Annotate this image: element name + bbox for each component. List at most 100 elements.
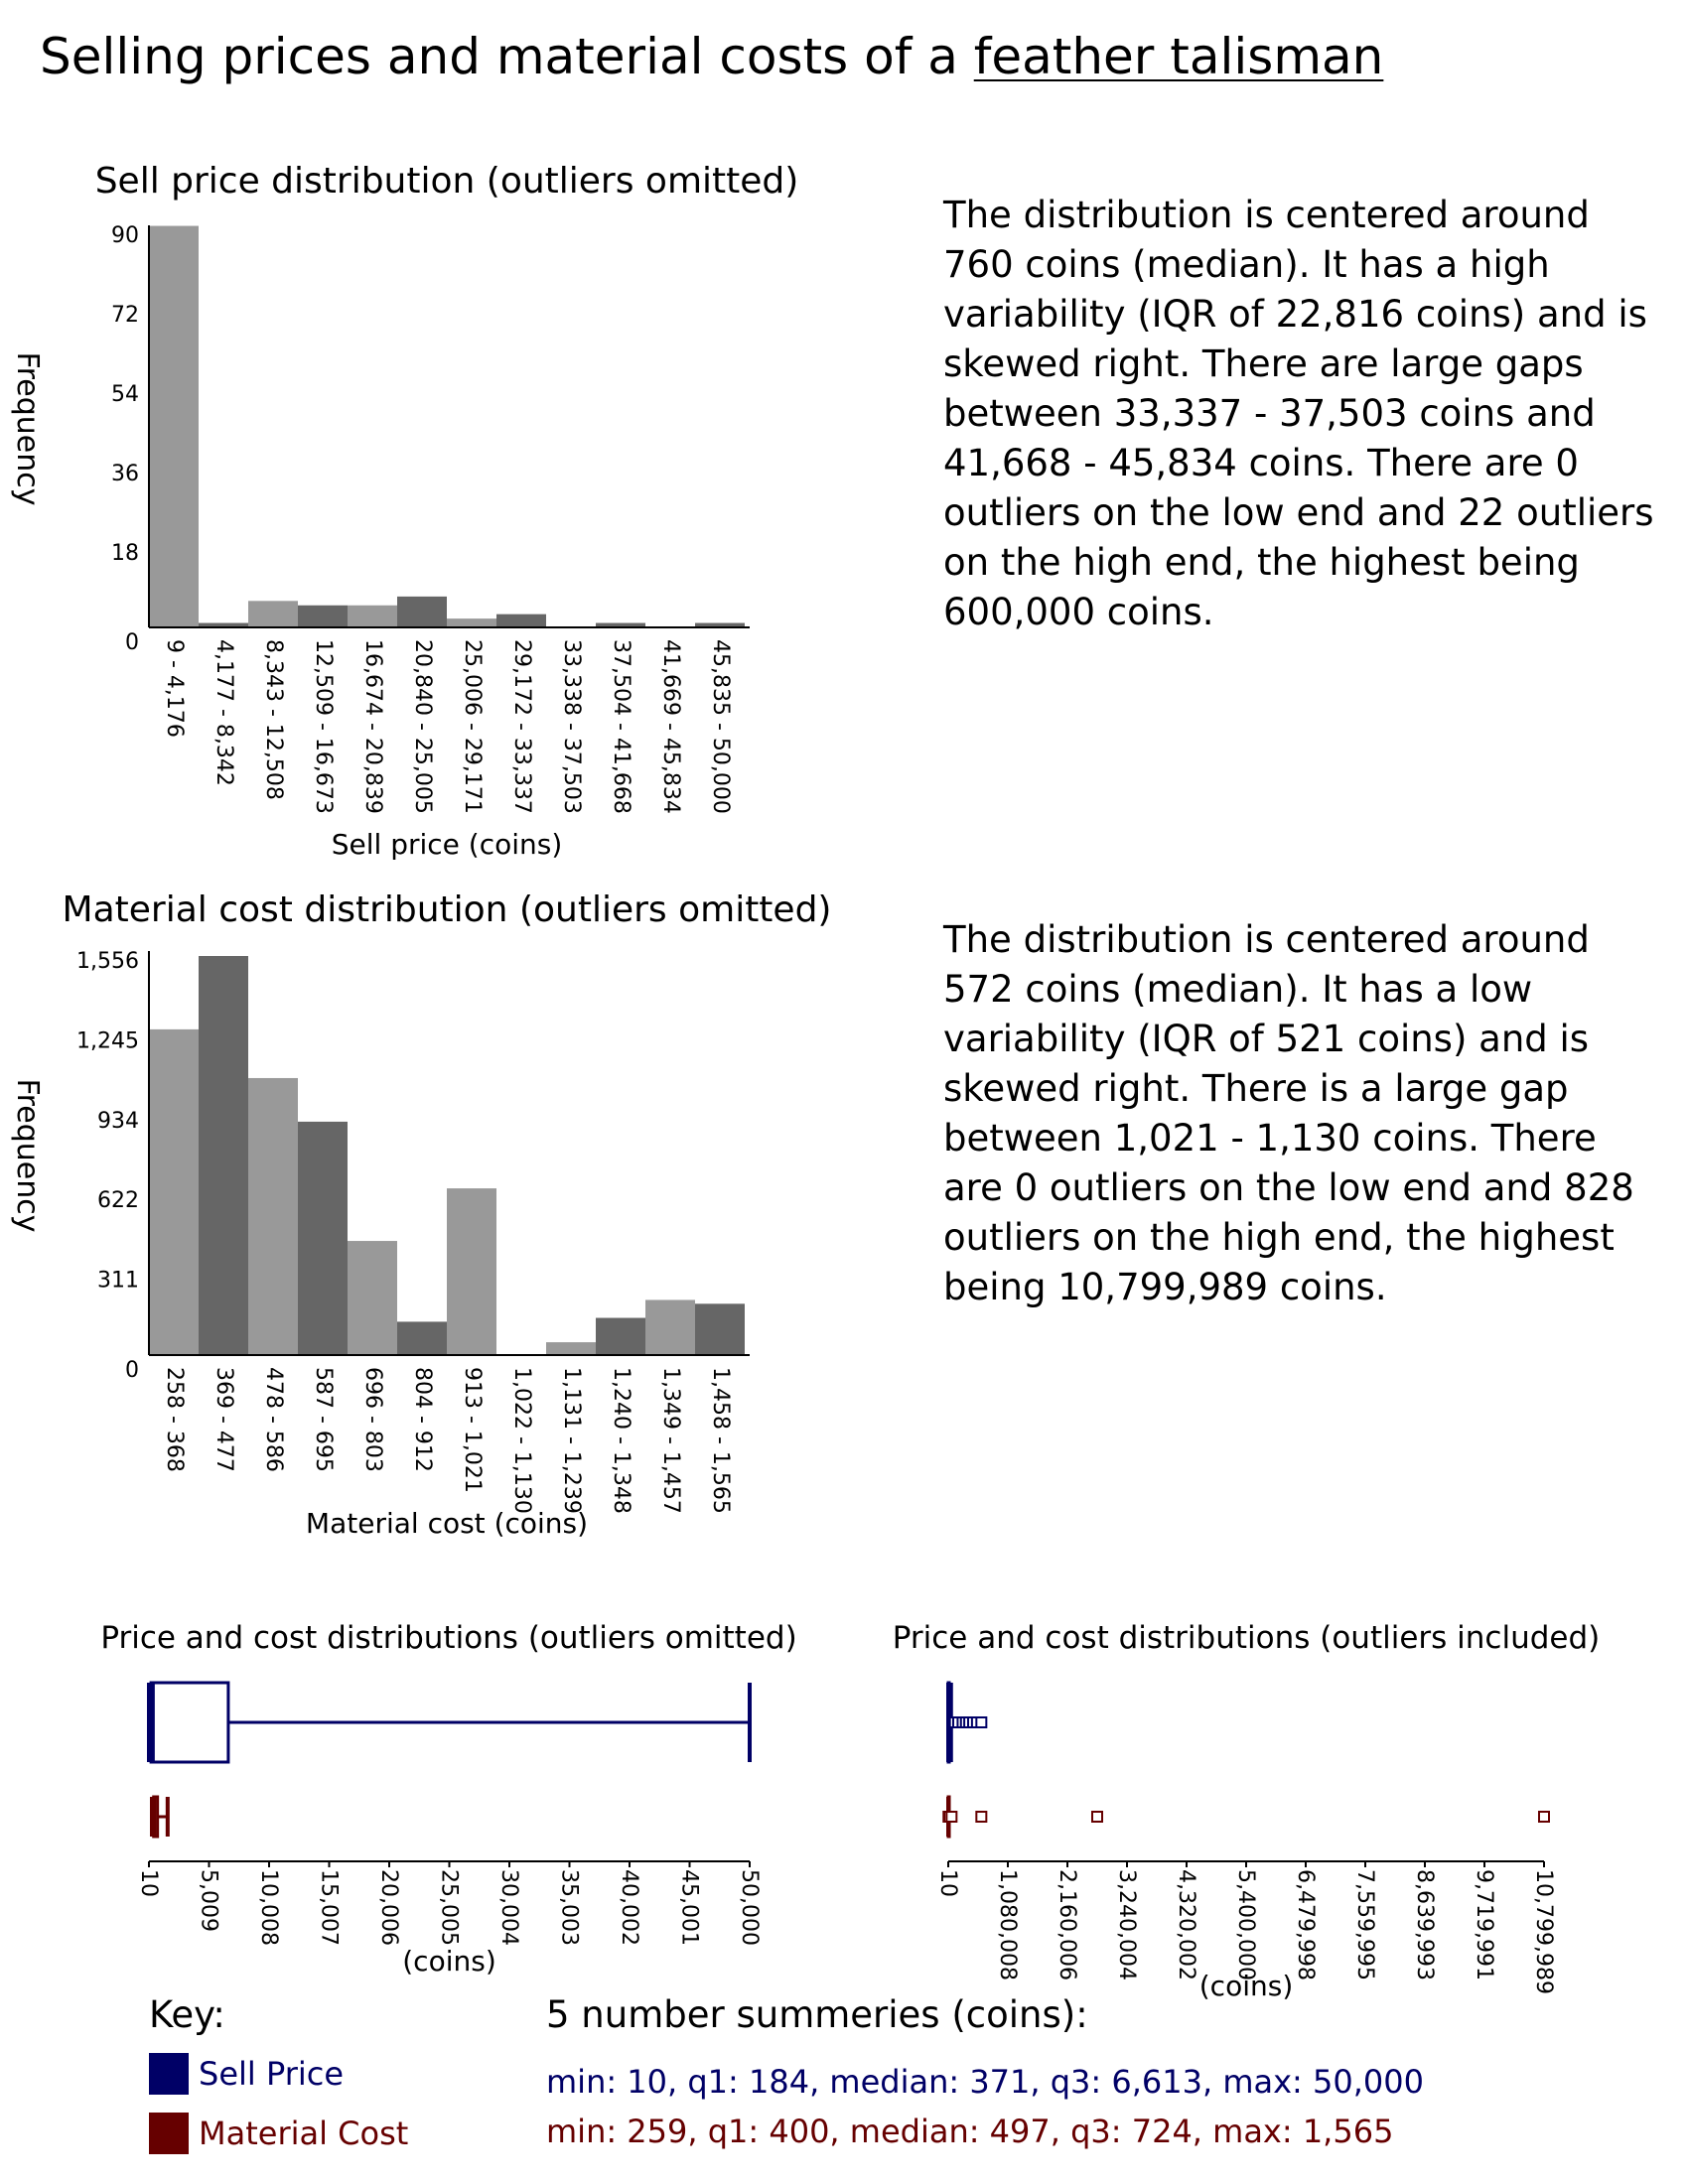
outlier-point bbox=[945, 1811, 958, 1823]
boxplot-tick-label: 10 bbox=[136, 1869, 161, 1897]
key-title: Key: bbox=[149, 1993, 225, 2036]
x-tick-label: 913 - 1,021 bbox=[460, 1367, 485, 1493]
x-tick-label: 37,504 - 41,668 bbox=[609, 639, 633, 814]
title-prefix: Selling prices and material costs of a bbox=[40, 28, 974, 85]
x-tick-label: 1,240 - 1,348 bbox=[609, 1367, 633, 1514]
x-tick-label: 29,172 - 33,337 bbox=[509, 639, 534, 814]
boxplot-tick-label: 20,006 bbox=[376, 1869, 401, 1946]
key-sell-price: Sell Price bbox=[149, 2053, 344, 2095]
histogram-bar bbox=[298, 1121, 348, 1355]
boxplot-tick-label: 45,001 bbox=[677, 1869, 702, 1946]
boxplot-tick-label: 5,009 bbox=[197, 1869, 221, 1932]
histogram-bar bbox=[695, 622, 745, 627]
x-tick-label: 804 - 912 bbox=[410, 1367, 435, 1472]
material-description: The distribution is centered around 572 … bbox=[943, 918, 1634, 1308]
boxplot-tick-label: 1,080,008 bbox=[995, 1869, 1020, 1980]
x-tick-label: 41,669 - 45,834 bbox=[658, 639, 683, 814]
y-tick-label: 0 bbox=[125, 1358, 139, 1383]
y-tick-label: 934 bbox=[97, 1109, 139, 1134]
histogram-bar bbox=[149, 225, 199, 628]
y-tick-label: 90 bbox=[111, 223, 139, 248]
y-tick-label: 311 bbox=[97, 1269, 139, 1294]
histogram-bar bbox=[348, 1241, 397, 1355]
boxplot-tick-label: 6,479,998 bbox=[1293, 1869, 1318, 1980]
boxplot-tick-label: 10,008 bbox=[256, 1869, 281, 1946]
boxplot-x-label: (coins) bbox=[402, 1945, 496, 1978]
boxplot-tick-label: 10 bbox=[935, 1869, 960, 1897]
histogram-bar bbox=[298, 605, 348, 627]
boxplot-tick-label: 25,005 bbox=[437, 1869, 462, 1946]
x-tick-label: 478 - 586 bbox=[261, 1367, 286, 1472]
boxplot-tick-label: 10,799,989 bbox=[1531, 1869, 1556, 1994]
x-tick-label: 16,674 - 20,839 bbox=[360, 639, 385, 814]
x-axis-label: Material cost (coins) bbox=[306, 1507, 588, 1540]
histogram-title: Sell price distribution (outliers omitte… bbox=[95, 161, 799, 202]
boxplot-tick-label: 15,007 bbox=[317, 1869, 342, 1946]
histogram-bar bbox=[496, 614, 546, 627]
key-sell-label: Sell Price bbox=[199, 2055, 345, 2093]
y-axis-label: Frequency bbox=[10, 352, 45, 506]
key-material-cost: Material Cost bbox=[149, 2113, 408, 2154]
histogram-bar bbox=[447, 1188, 496, 1355]
y-tick-label: 1,556 bbox=[76, 949, 139, 974]
boxplot-tick-label: 2,160,006 bbox=[1055, 1869, 1079, 1980]
boxplot-tick-label: 9,719,991 bbox=[1472, 1869, 1496, 1980]
histogram-bar bbox=[248, 1077, 298, 1355]
boxplot-tick-label: 35,003 bbox=[557, 1869, 582, 1946]
boxplot-tick-label: 50,000 bbox=[737, 1869, 762, 1946]
y-tick-label: 0 bbox=[125, 630, 139, 655]
material-summary: min: 259, q1: 400, median: 497, q3: 724,… bbox=[546, 2113, 1394, 2150]
outlier-point bbox=[975, 1811, 988, 1823]
y-axis-label: Frequency bbox=[10, 1079, 45, 1233]
box-iqr bbox=[149, 1681, 230, 1764]
x-tick-label: 369 - 477 bbox=[211, 1367, 236, 1472]
x-tick-label: 12,509 - 16,673 bbox=[311, 639, 336, 814]
boxplot-tick-label: 4,320,002 bbox=[1174, 1869, 1198, 1980]
boxplot-tick-label: 5,400,000 bbox=[1233, 1869, 1258, 1980]
x-tick-label: 33,338 - 37,503 bbox=[559, 639, 584, 814]
summaries-title: 5 number summeries (coins): bbox=[546, 1993, 1088, 2036]
x-tick-label: 258 - 368 bbox=[162, 1367, 187, 1472]
boxplot-tick-label: 3,240,004 bbox=[1114, 1869, 1139, 1980]
histogram-bar bbox=[596, 1317, 645, 1355]
y-tick-label: 18 bbox=[111, 541, 139, 566]
outlier-point bbox=[975, 1716, 988, 1728]
x-axis-label: Sell price (coins) bbox=[332, 828, 563, 861]
x-tick-label: 1,131 - 1,239 bbox=[559, 1367, 584, 1514]
x-tick-label: 4,177 - 8,342 bbox=[211, 639, 236, 786]
y-tick-label: 72 bbox=[111, 303, 139, 328]
outlier-point bbox=[1538, 1811, 1550, 1823]
x-tick-label: 1,458 - 1,565 bbox=[708, 1367, 733, 1514]
boxplot-tick-label: 8,639,993 bbox=[1412, 1869, 1437, 1980]
title-item-name: feather talisman bbox=[973, 28, 1384, 85]
histogram-bar bbox=[248, 601, 298, 627]
x-tick-label: 696 - 803 bbox=[360, 1367, 385, 1472]
sell-summary: min: 10, q1: 184, median: 371, q3: 6,613… bbox=[546, 2063, 1424, 2101]
boxplot-title: Price and cost distributions (outliers i… bbox=[893, 1620, 1601, 1656]
boxplot-title: Price and cost distributions (outliers o… bbox=[100, 1620, 796, 1656]
key-material-label: Material Cost bbox=[199, 2115, 409, 2152]
y-tick-label: 54 bbox=[111, 382, 139, 407]
outlier-point bbox=[1090, 1811, 1103, 1823]
histogram-bar bbox=[199, 622, 248, 627]
x-tick-label: 1,349 - 1,457 bbox=[658, 1367, 683, 1514]
boxplot-tick-label: 40,002 bbox=[617, 1869, 641, 1946]
x-tick-label: 20,840 - 25,005 bbox=[410, 639, 435, 814]
sell-description: The distribution is centered around 760 … bbox=[943, 194, 1654, 633]
histogram-bar bbox=[546, 1342, 596, 1355]
boxplot-tick-label: 30,004 bbox=[496, 1869, 521, 1946]
x-tick-label: 587 - 695 bbox=[311, 1367, 336, 1472]
x-tick-label: 45,835 - 50,000 bbox=[708, 639, 733, 814]
boxplot-tick-label: 7,559,995 bbox=[1352, 1869, 1377, 1980]
histogram-bar bbox=[596, 622, 645, 627]
histogram-bar bbox=[645, 1299, 695, 1355]
histogram-title: Material cost distribution (outliers omi… bbox=[63, 889, 832, 930]
histogram-bar bbox=[348, 605, 397, 627]
histogram-bar bbox=[695, 1303, 745, 1355]
y-tick-label: 622 bbox=[97, 1188, 139, 1213]
material-swatch bbox=[149, 2113, 189, 2154]
page-title: Selling prices and material costs of a f… bbox=[40, 30, 1383, 84]
histogram-bar bbox=[397, 1321, 447, 1355]
boxplot-x-label: (coins) bbox=[1199, 1970, 1294, 2002]
